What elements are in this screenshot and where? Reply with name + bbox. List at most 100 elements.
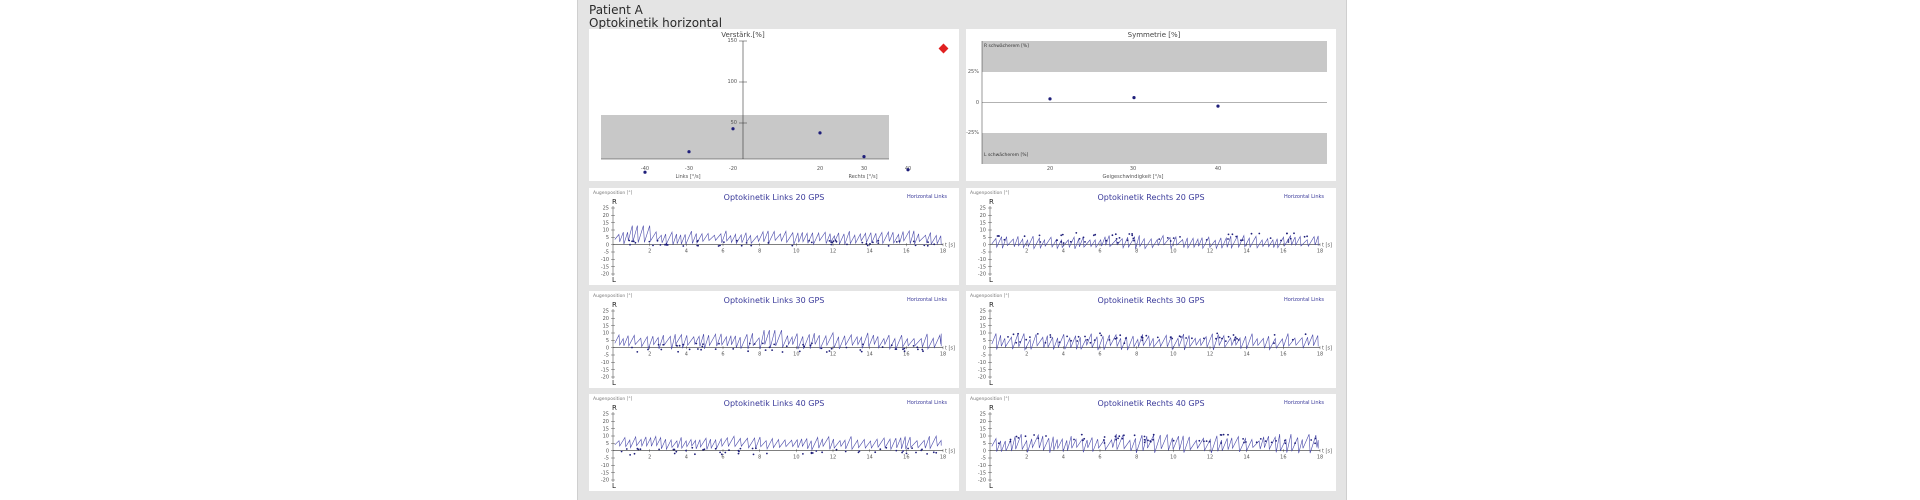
trace-y-tick: 15 xyxy=(980,323,986,329)
trace-dot xyxy=(1143,441,1146,444)
trace-r-label: R xyxy=(612,301,617,309)
trace-dot xyxy=(1073,438,1075,441)
trace-dot xyxy=(1220,442,1223,444)
trace-dot xyxy=(1141,339,1144,342)
trace-dot xyxy=(1232,334,1235,336)
trace-dot xyxy=(1294,442,1296,445)
trace-dot xyxy=(694,453,696,456)
trace-dot xyxy=(1198,439,1201,442)
trace-dot xyxy=(922,350,924,353)
trace-dot xyxy=(1078,237,1081,240)
trace-ylabel: Augenposition [°] xyxy=(970,293,1010,299)
trace-dot xyxy=(821,451,823,454)
trace-dot xyxy=(1243,441,1245,444)
trace-dot xyxy=(1284,442,1287,445)
trace-y-tick: -5 xyxy=(604,250,609,256)
trace-dot xyxy=(1003,238,1006,241)
trace-dot xyxy=(1058,341,1061,344)
trace-x-tick: 8 xyxy=(1135,455,1138,461)
gain-y-tick-2: 100 xyxy=(727,79,737,85)
trace-dot xyxy=(1077,335,1080,338)
trace-dot xyxy=(1215,337,1217,340)
trace-dot xyxy=(656,239,659,242)
trace-x-tick: 16 xyxy=(903,455,909,461)
trace-y-tick: 5 xyxy=(606,441,609,447)
trace-panel-links-40: Augenposition [°] Optokinetik Links 40 GP… xyxy=(589,394,959,491)
trace-dot xyxy=(773,343,776,346)
trace-dot xyxy=(1114,233,1117,236)
trace-dot xyxy=(845,346,848,349)
trace-y-tick: 10 xyxy=(980,331,986,337)
trace-y-tick: 15 xyxy=(603,426,609,432)
trace-dot xyxy=(1017,332,1019,335)
trace-dot xyxy=(1208,440,1211,443)
trace-dot xyxy=(701,345,704,348)
trace-dot xyxy=(1233,339,1236,341)
trace-dot xyxy=(1303,235,1306,238)
symmetry-x-tick-1: 20 xyxy=(1047,166,1053,172)
trace-y-tick: 5 xyxy=(606,338,609,344)
gain-x-tick-left-2: -30 xyxy=(685,166,693,172)
trace-y-tick: -10 xyxy=(601,463,609,469)
trace-dot xyxy=(691,446,694,449)
trace-dot xyxy=(1092,234,1095,237)
patient-name: Patient A xyxy=(589,3,643,17)
trace-dot xyxy=(1158,238,1161,240)
trace-dot xyxy=(1273,334,1276,336)
trace-x-tick: 18 xyxy=(940,249,946,255)
trace-dot xyxy=(1086,338,1089,341)
trace-x-tick: 14 xyxy=(866,455,872,461)
trace-dot xyxy=(695,342,698,345)
trace-dot xyxy=(634,241,637,244)
trace-dot xyxy=(1235,235,1238,238)
trace-dot xyxy=(997,442,1000,445)
trace-x-tick: 4 xyxy=(685,249,688,255)
trace-dot xyxy=(1132,237,1135,240)
trace-dot xyxy=(935,451,938,454)
trace-dot xyxy=(923,244,926,247)
symmetry-x-axis-label: Geigeschwindigkeit [°/s] xyxy=(1103,174,1164,180)
trace-dot xyxy=(1123,342,1126,345)
trace-dot xyxy=(1143,438,1146,441)
trace-dot xyxy=(1114,337,1117,340)
trace-dot xyxy=(1287,239,1290,241)
trace-dot xyxy=(1084,335,1086,338)
trace-y-tick: 20 xyxy=(980,213,986,219)
trace-dot xyxy=(1216,332,1219,335)
trace-dot xyxy=(1143,435,1146,438)
trace-dot xyxy=(815,450,818,452)
trace-dot xyxy=(739,447,742,450)
trace-dot xyxy=(1191,337,1193,340)
trace-r-label: R xyxy=(612,404,617,412)
trace-chart: Augenposition [°] Optokinetik Rechts 20 G… xyxy=(970,190,1332,284)
gain-point xyxy=(906,168,910,172)
trace-dot xyxy=(1060,240,1063,243)
gain-left-axis-label: Links [°/s] xyxy=(675,174,700,180)
trace-dot xyxy=(926,244,929,247)
trace-x-tick: 4 xyxy=(1062,455,1065,461)
trace-dot xyxy=(1076,340,1079,342)
trace-time-label: t [s] xyxy=(945,449,955,455)
trace-dot xyxy=(636,447,639,450)
trace-view-link: Horizontal Links xyxy=(907,297,947,303)
gain-x-tick-left-1: -40 xyxy=(641,166,649,172)
trace-x-tick: 6 xyxy=(1098,455,1101,461)
trace-dot xyxy=(717,245,720,247)
trace-view-link: Horizontal Links xyxy=(1284,194,1324,200)
trace-dot xyxy=(629,454,631,456)
trace-dot xyxy=(1049,334,1052,336)
trace-chart: Augenposition [°] Optokinetik Links 40 GP… xyxy=(593,396,955,490)
trace-dot xyxy=(914,244,917,247)
trace-dot xyxy=(933,243,936,246)
trace-x-tick: 14 xyxy=(1243,455,1249,461)
trace-dot xyxy=(771,349,773,351)
trace-dot xyxy=(1126,239,1129,242)
trace-dot xyxy=(1060,234,1063,237)
trace-panel-rechts-40: Augenposition [°] Optokinetik Rechts 40 G… xyxy=(966,394,1336,491)
trace-dot xyxy=(808,239,810,242)
trace-dot xyxy=(902,348,904,351)
trace-dot xyxy=(1149,440,1152,443)
trace-r-label: R xyxy=(989,198,994,206)
trace-y-tick: -10 xyxy=(978,360,986,366)
trace-dot xyxy=(869,243,871,245)
